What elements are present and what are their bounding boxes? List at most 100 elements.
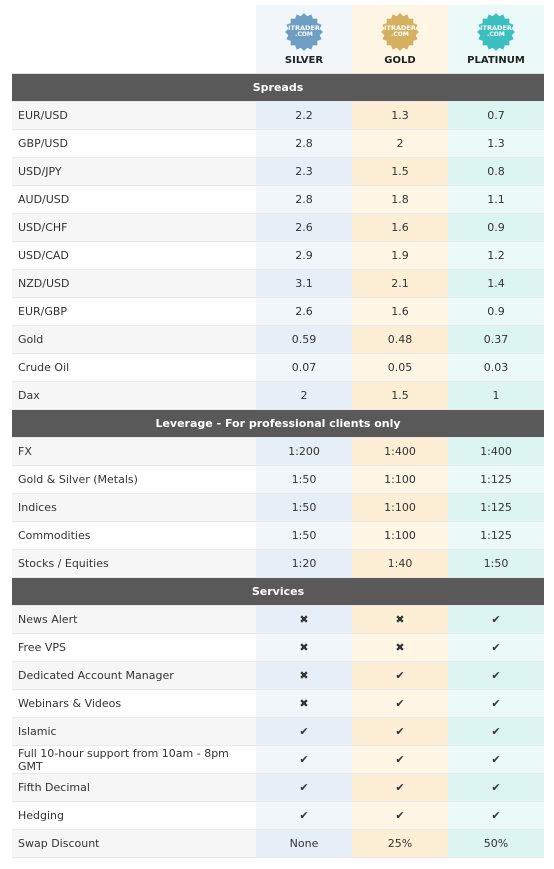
value-cell: 0.9 xyxy=(448,298,544,325)
badge-text: ITRADER xyxy=(384,24,416,32)
value-cell: 0.03 xyxy=(448,354,544,381)
value-cell: ✖ xyxy=(256,662,352,689)
badge-shape xyxy=(285,13,323,51)
value-cell: 1:400 xyxy=(352,438,448,465)
tier-header: ITRADER .COM PLATINUM xyxy=(448,5,544,73)
row-label: Dax xyxy=(12,382,256,409)
row-label: Swap Discount xyxy=(12,830,256,857)
value-cell: 1:50 xyxy=(256,522,352,549)
value-cell: ✖ xyxy=(352,606,448,633)
row-label: Fifth Decimal xyxy=(12,774,256,801)
header-row: ITRADER .COM SILVER ITRADER .COM GOLD ITRADER.… xyxy=(12,5,544,74)
table-row: Free VPS ✖ ✖ ✔ xyxy=(12,634,544,662)
table-row: Dax 2 1.5 1 xyxy=(12,382,544,410)
value-cell: 1.4 xyxy=(448,270,544,297)
table-row: USD/CHF 2.6 1.6 0.9 xyxy=(12,214,544,242)
value-cell: 1 xyxy=(448,382,544,409)
value-cell: 2.3 xyxy=(256,158,352,185)
value-cell: 1:100 xyxy=(352,466,448,493)
value-cell: ✔ xyxy=(352,718,448,745)
value-cell: 1:125 xyxy=(448,466,544,493)
value-cell: 2.6 xyxy=(256,298,352,325)
badge-text: .COM xyxy=(487,31,505,38)
value-cell: 2.6 xyxy=(256,214,352,241)
tier-name: GOLD xyxy=(384,55,416,66)
value-cell: 1:50 xyxy=(256,494,352,521)
value-cell: ✔ xyxy=(256,718,352,745)
value-cell: ✔ xyxy=(448,662,544,689)
value-cell: 3.1 xyxy=(256,270,352,297)
row-label: AUD/USD xyxy=(12,186,256,213)
value-cell: 2 xyxy=(256,382,352,409)
row-label: Crude Oil xyxy=(12,354,256,381)
badge-text: .COM xyxy=(295,31,313,38)
table-row: Dedicated Account Manager ✖ ✔ ✔ xyxy=(12,662,544,690)
tier-badge: ITRADER.COM xyxy=(477,13,515,51)
section-title: Services xyxy=(12,578,544,605)
value-cell: 0.37 xyxy=(448,326,544,353)
section-row: Leverage - For professional clients only xyxy=(12,410,544,438)
value-cell: 1.9 xyxy=(352,242,448,269)
tier-name: PLATINUM xyxy=(467,55,525,66)
value-cell: 1:20 xyxy=(256,550,352,577)
value-cell: ✔ xyxy=(256,774,352,801)
value-cell: ✖ xyxy=(256,606,352,633)
table-row: Commodities 1:50 1:100 1:125 xyxy=(12,522,544,550)
value-cell: 1:125 xyxy=(448,494,544,521)
value-cell: 1.8 xyxy=(352,186,448,213)
section-row: Services xyxy=(12,578,544,606)
tier-header: ITRADER .COM SILVER xyxy=(256,5,352,73)
table-row: EUR/USD 2.2 1.3 0.7 xyxy=(12,102,544,130)
table-row: GBP/USD 2.8 2 1.3 xyxy=(12,130,544,158)
value-cell: 2.2 xyxy=(256,102,352,129)
tier-badge: ITRADER.COM xyxy=(285,13,323,51)
value-cell: 25% xyxy=(352,830,448,857)
value-cell: ✔ xyxy=(352,662,448,689)
value-cell: 0.7 xyxy=(448,102,544,129)
row-label: Webinars & Videos xyxy=(12,690,256,717)
value-cell: 1.6 xyxy=(352,298,448,325)
row-label: Commodities xyxy=(12,522,256,549)
row-label: Gold xyxy=(12,326,256,353)
table-row: Full 10-hour support from 10am - 8pm GMT… xyxy=(12,746,544,774)
table-row: Islamic ✔ ✔ ✔ xyxy=(12,718,544,746)
value-cell: 0.05 xyxy=(352,354,448,381)
value-cell: ✔ xyxy=(352,774,448,801)
row-label: NZD/USD xyxy=(12,270,256,297)
value-cell: ✖ xyxy=(256,634,352,661)
row-label: Indices xyxy=(12,494,256,521)
table-row: USD/CAD 2.9 1.9 1.2 xyxy=(12,242,544,270)
value-cell: 50% xyxy=(448,830,544,857)
value-cell: ✖ xyxy=(256,690,352,717)
value-cell: 1.3 xyxy=(352,102,448,129)
row-label: Stocks / Equities xyxy=(12,550,256,577)
value-cell: 1:50 xyxy=(256,466,352,493)
value-cell: 1.5 xyxy=(352,382,448,409)
table-row: EUR/GBP 2.6 1.6 0.9 xyxy=(12,298,544,326)
value-cell: 1.1 xyxy=(448,186,544,213)
table-row: Crude Oil 0.07 0.05 0.03 xyxy=(12,354,544,382)
value-cell: ✔ xyxy=(352,746,448,773)
value-cell: 1.3 xyxy=(448,130,544,157)
value-cell: ✔ xyxy=(448,802,544,829)
row-label: EUR/USD xyxy=(12,102,256,129)
row-label: Gold & Silver (Metals) xyxy=(12,466,256,493)
value-cell: 1:40 xyxy=(352,550,448,577)
value-cell: 2.8 xyxy=(256,130,352,157)
badge-text: ITRADER xyxy=(288,24,320,32)
table-row: News Alert ✖ ✖ ✔ xyxy=(12,606,544,634)
row-label: Hedging xyxy=(12,802,256,829)
comparison-table: ITRADER .COM SILVER ITRADER .COM GOLD ITRADER.… xyxy=(12,5,544,858)
value-cell: 2 xyxy=(352,130,448,157)
value-cell: 1:125 xyxy=(448,522,544,549)
table-row: Fifth Decimal ✔ ✔ ✔ xyxy=(12,774,544,802)
value-cell: 0.07 xyxy=(256,354,352,381)
value-cell: 1:200 xyxy=(256,438,352,465)
value-cell: 0.48 xyxy=(352,326,448,353)
value-cell: ✔ xyxy=(448,746,544,773)
value-cell: ✔ xyxy=(256,802,352,829)
row-label: FX xyxy=(12,438,256,465)
table-row: Hedging ✔ ✔ ✔ xyxy=(12,802,544,830)
value-cell: 0.59 xyxy=(256,326,352,353)
